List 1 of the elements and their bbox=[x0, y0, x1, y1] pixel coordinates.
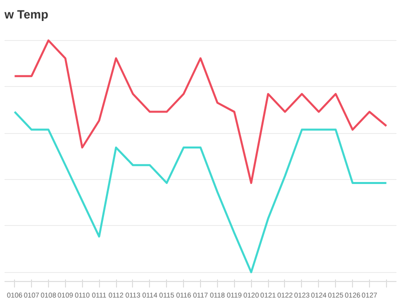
chart-title: w Temp bbox=[4, 8, 48, 22]
